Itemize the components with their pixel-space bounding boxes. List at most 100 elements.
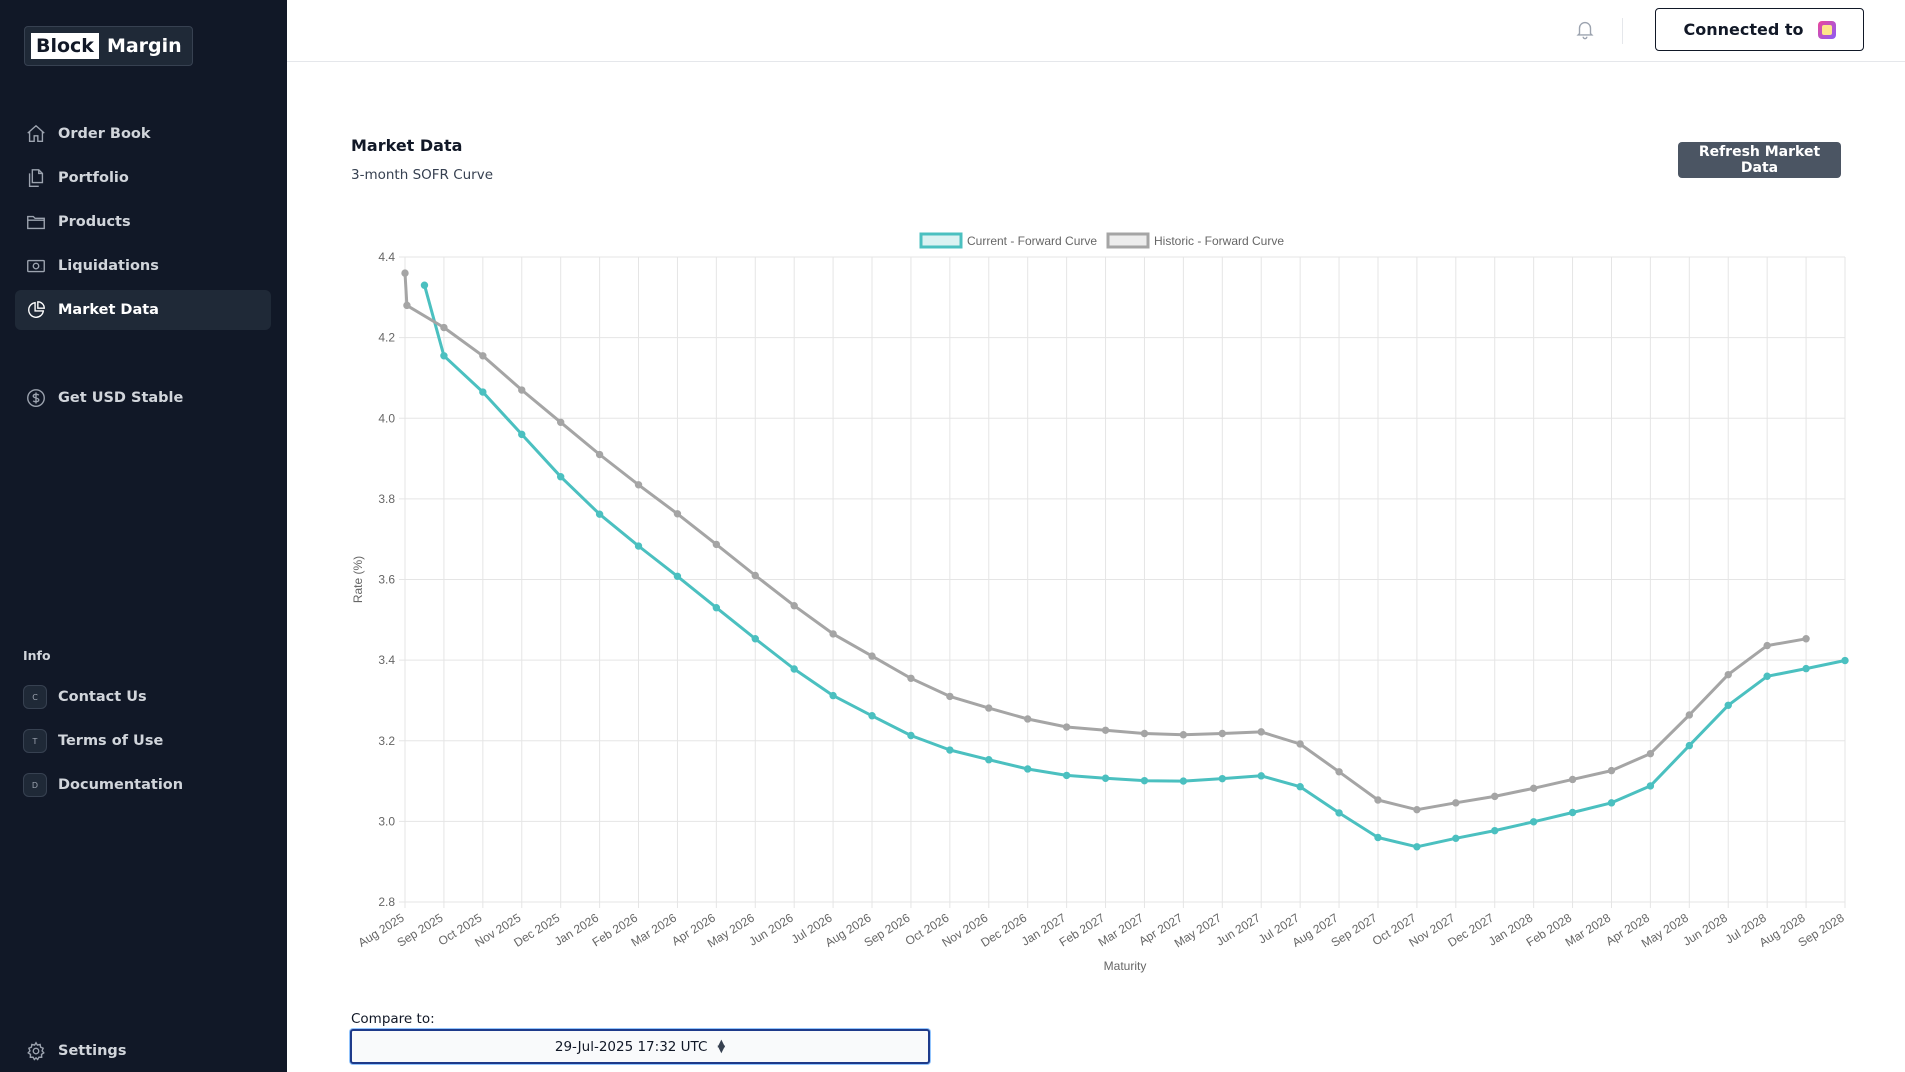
data-point [479, 352, 487, 360]
data-point [1763, 641, 1771, 650]
sidebar-item-label: Contact Us [58, 689, 147, 705]
data-point [1802, 664, 1810, 673]
cash-icon [24, 254, 48, 278]
data-point [790, 665, 798, 673]
data-point [595, 510, 604, 518]
sidebar-item-get-usd-stable[interactable]: Get USD Stable [15, 378, 271, 418]
data-point [829, 630, 837, 638]
data-point [1607, 799, 1616, 807]
data-point [1218, 774, 1226, 783]
refresh-market-data-button[interactable]: Refresh Market Data [1678, 142, 1841, 178]
data-point [1101, 774, 1110, 782]
data-point [1452, 799, 1460, 807]
gear-icon [24, 1039, 48, 1063]
sidebar-item-label: Settings [58, 1043, 127, 1059]
data-point [907, 731, 915, 740]
top-bar [287, 0, 1905, 62]
sidebar: Block Margin Order Book Portfolio Produc… [0, 0, 287, 1072]
wallet-icon [1817, 20, 1836, 39]
terms-badge: T [23, 729, 47, 753]
data-point [1101, 726, 1110, 734]
data-point [1685, 711, 1694, 719]
y-tick-label: 3.8 [378, 492, 395, 506]
data-point [1491, 826, 1499, 835]
data-point [634, 542, 643, 550]
data-point [1646, 782, 1655, 790]
data-point [420, 281, 429, 289]
sidebar-item-portfolio[interactable]: Portfolio [15, 158, 271, 198]
data-point [751, 635, 759, 643]
sidebar-item-label: Get USD Stable [58, 390, 184, 406]
data-point [868, 712, 876, 720]
sidebar-item-documentation[interactable]: D Documentation [15, 767, 271, 803]
y-tick-label: 2.8 [378, 895, 395, 909]
sidebar-item-contact-us[interactable]: C Contact Us [15, 679, 271, 715]
data-point [1724, 701, 1732, 709]
dollar-circle-icon [24, 386, 48, 410]
data-point [751, 571, 759, 580]
data-point [595, 450, 604, 459]
sidebar-item-settings[interactable]: Settings [15, 1031, 271, 1071]
page-subtitle: 3-month SOFR Curve [351, 167, 494, 183]
data-point [1024, 765, 1032, 773]
data-point [1257, 772, 1265, 780]
data-point [1062, 723, 1071, 731]
sidebar-item-order-book[interactable]: Order Book [15, 114, 271, 154]
y-tick-label: 3.4 [378, 653, 395, 667]
connected-wallet-button[interactable]: Connected to [1655, 8, 1864, 51]
data-point [1062, 771, 1071, 780]
legend-swatch [1106, 232, 1150, 249]
data-point [1685, 741, 1694, 750]
legend-label: Historic - Forward Curve [1154, 234, 1284, 248]
data-point [401, 269, 409, 277]
data-point [1374, 796, 1382, 804]
compare-date-select[interactable]: 29-Jul-2025 17:32 UTC ▲ ▼ [350, 1029, 930, 1064]
data-point [556, 473, 565, 481]
data-point [907, 674, 915, 682]
logo[interactable]: Block Margin [24, 26, 193, 66]
sidebar-item-label: Order Book [58, 126, 151, 142]
data-point [790, 602, 798, 610]
data-point [1646, 749, 1655, 758]
data-point [1179, 777, 1188, 785]
data-point [1257, 728, 1265, 736]
x-tick-label: Jun 2026 [746, 911, 796, 949]
data-point [985, 755, 993, 764]
sidebar-item-liquidations[interactable]: Liquidations [15, 246, 271, 286]
legend-label: Current - Forward Curve [967, 234, 1097, 248]
sidebar-item-terms-of-use[interactable]: T Terms of Use [15, 723, 271, 759]
data-point [1335, 809, 1343, 817]
sidebar-item-market-data[interactable]: Market Data [15, 290, 271, 330]
logo-part-block: Block [31, 33, 99, 59]
sidebar-item-label: Liquidations [58, 258, 159, 274]
y-tick-label: 3.0 [378, 814, 395, 828]
data-point [1140, 729, 1149, 738]
documents-icon [24, 166, 48, 190]
data-point [1140, 776, 1149, 785]
series-line [403, 273, 1807, 812]
info-heading: Info [23, 648, 51, 663]
data-point [403, 301, 411, 310]
data-point [946, 692, 954, 701]
page-title: Market Data [351, 136, 463, 155]
notification-bell-icon[interactable] [1574, 18, 1598, 42]
data-point [1568, 775, 1577, 784]
data-point [1491, 792, 1499, 801]
logo-part-margin: Margin [106, 35, 182, 57]
y-tick-label: 3.2 [378, 734, 395, 748]
data-point [1841, 656, 1849, 665]
data-point [1218, 729, 1226, 738]
compare-label: Compare to: [351, 1011, 435, 1027]
data-point [1529, 784, 1538, 793]
data-point [1452, 834, 1460, 843]
contact-badge: C [23, 685, 47, 709]
folder-icon [24, 210, 48, 234]
data-point [1802, 635, 1810, 643]
data-point [1413, 843, 1421, 851]
sidebar-item-products[interactable]: Products [15, 202, 271, 242]
data-point [946, 746, 954, 754]
data-point [556, 418, 565, 426]
data-point [440, 352, 448, 360]
data-point [712, 540, 721, 549]
